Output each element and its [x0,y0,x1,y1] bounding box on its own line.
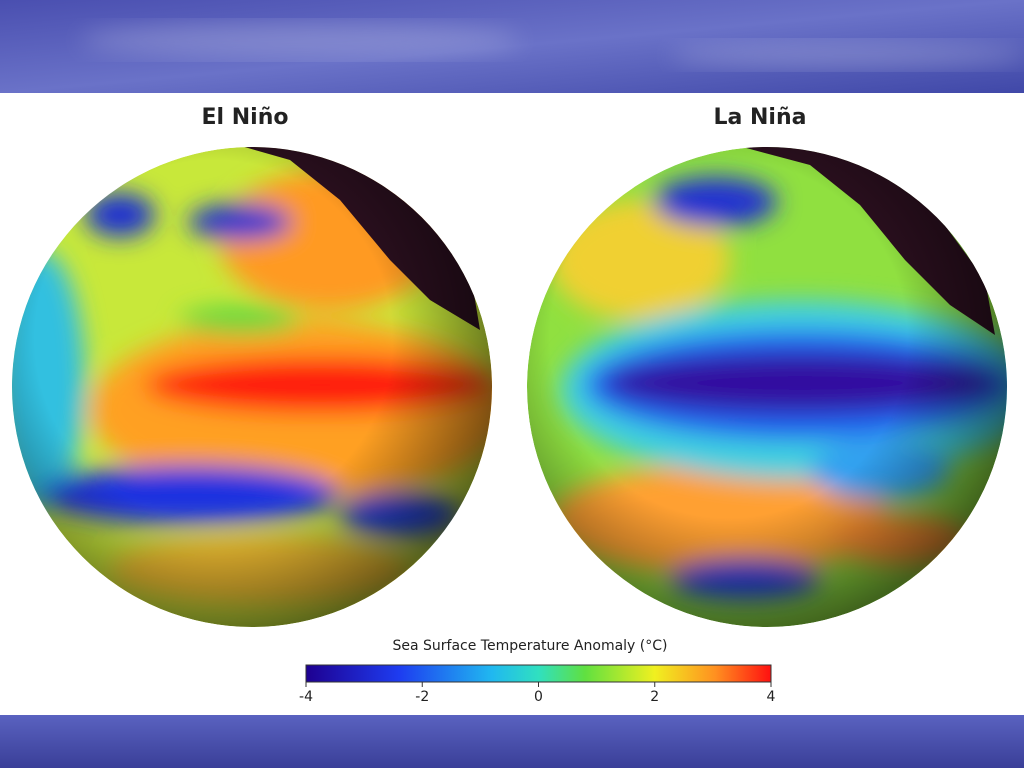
tick-label: 2 [650,689,659,705]
la-nina-globe [527,147,1007,627]
tick-label: -2 [415,689,429,705]
footer-band [0,715,1024,768]
el-nino-globe [12,147,492,627]
tick-label: 0 [534,689,543,705]
colorbar [305,664,772,683]
tick-label: -4 [299,689,313,705]
panel-title: El Niño [202,105,289,130]
tick-label: 4 [767,689,776,705]
colorbar-label: Sea Surface Temperature Anomaly (°C) [392,638,667,654]
panel-title: La Niña [714,105,807,130]
